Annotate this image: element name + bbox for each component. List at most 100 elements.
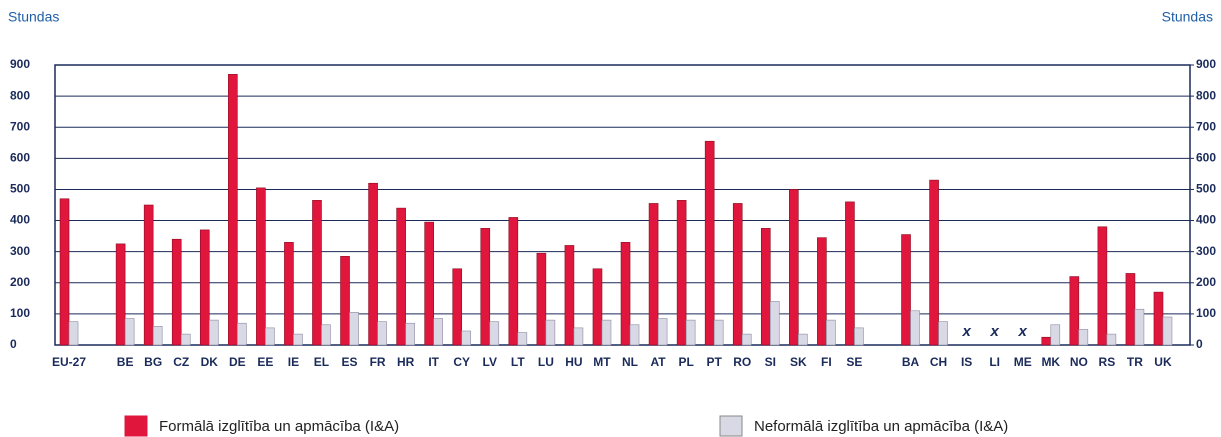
bar [452, 268, 463, 346]
y-tick-label: 800 [10, 88, 30, 102]
x-tick-label: LU [538, 355, 554, 369]
y-axis-label: Stundas [8, 9, 59, 25]
bar [171, 238, 182, 346]
bar [769, 301, 780, 346]
x-tick-label: BG [144, 355, 162, 369]
bar [152, 326, 163, 346]
x-tick-label: ME [1014, 355, 1032, 369]
bar [115, 243, 126, 346]
bar [124, 318, 135, 346]
bar [564, 245, 575, 346]
x-tick-label: HR [397, 355, 415, 369]
bar [536, 252, 547, 346]
x-tick-label: RS [1099, 355, 1116, 369]
bar [1106, 333, 1117, 346]
bar [789, 189, 799, 346]
bar [676, 200, 687, 346]
y2-tick-label: 900 [1196, 57, 1216, 71]
y2-tick-label: 300 [1196, 244, 1216, 258]
bar [424, 221, 434, 346]
bar [461, 330, 472, 346]
y-tick-label: 500 [10, 182, 30, 196]
x-tick-label: CY [453, 355, 470, 369]
bar [1069, 276, 1080, 346]
y2-tick-label: 0 [1196, 337, 1203, 351]
bar [629, 324, 640, 346]
bar [59, 198, 70, 346]
x-tick-label: BA [902, 355, 920, 369]
bar [845, 201, 855, 346]
bar [199, 229, 210, 346]
x-tick-label: DE [229, 355, 246, 369]
y2-tick-label: 200 [1196, 275, 1216, 289]
y-tick-label: 700 [10, 119, 30, 133]
bar [741, 333, 752, 346]
x-tick-label: TR [1127, 355, 1143, 369]
bar [854, 327, 864, 346]
bar [517, 332, 528, 346]
y-tick-label: 600 [10, 151, 30, 165]
bar [1050, 324, 1061, 346]
x-tick-label: NO [1070, 355, 1088, 369]
y2-tick-label: 100 [1196, 306, 1216, 320]
x-tick-label: AT [651, 355, 667, 369]
bar [817, 237, 827, 346]
y2-tick-label: 600 [1196, 151, 1216, 165]
bar [760, 228, 771, 346]
x-tick-label: EU-27 [52, 355, 86, 369]
x-tick-label: SI [765, 355, 776, 369]
bar [713, 319, 724, 346]
bar [929, 179, 939, 346]
bar [208, 319, 219, 346]
bar [901, 234, 911, 346]
bar [228, 74, 238, 346]
y-tick-label: 0 [10, 337, 17, 351]
x-tick-label: PT [707, 355, 723, 369]
bar [545, 319, 556, 346]
bar [480, 228, 491, 346]
bar [284, 242, 294, 346]
bar [377, 321, 387, 346]
bar [648, 203, 659, 346]
bar [938, 321, 948, 346]
bar [1097, 226, 1108, 346]
bar [405, 322, 415, 346]
bar [433, 318, 443, 346]
x-tick-label: NL [622, 355, 638, 369]
x-tick-label: IS [961, 355, 972, 369]
y-tick-label: 900 [10, 57, 30, 71]
bar [256, 187, 266, 346]
bar [489, 321, 500, 346]
x-tick-label: UK [1154, 355, 1172, 369]
bar [312, 200, 322, 346]
legend-swatch [719, 415, 743, 437]
bar [1078, 329, 1089, 346]
bar [143, 204, 154, 346]
x-tick-label: DK [201, 355, 219, 369]
bar [573, 327, 584, 346]
bar [704, 140, 715, 346]
bar [601, 319, 612, 346]
legend-label: Formālā izglītība un apmācība (I&A) [159, 418, 399, 435]
na-marker: x [1018, 323, 1028, 340]
bar [349, 312, 359, 346]
y2-tick-label: 700 [1196, 119, 1216, 133]
bar [732, 203, 743, 346]
legend-label: Neformālā izglītība un apmācība (I&A) [754, 418, 1008, 435]
bar [1153, 291, 1164, 346]
x-tick-label: EL [314, 355, 329, 369]
x-tick-label: FI [821, 355, 832, 369]
y-tick-label: 400 [10, 213, 30, 227]
x-tick-label: IE [288, 355, 299, 369]
bar [798, 333, 808, 346]
x-tick-label: ES [342, 355, 358, 369]
x-tick-label: LT [511, 355, 525, 369]
x-tick-label: SK [790, 355, 807, 369]
bar [592, 268, 603, 346]
x-tick-label: EE [257, 355, 273, 369]
bar [180, 333, 191, 346]
x-tick-label: CH [930, 355, 947, 369]
na-marker: x [961, 323, 971, 340]
x-tick-label: IT [428, 355, 439, 369]
bar [508, 217, 519, 346]
